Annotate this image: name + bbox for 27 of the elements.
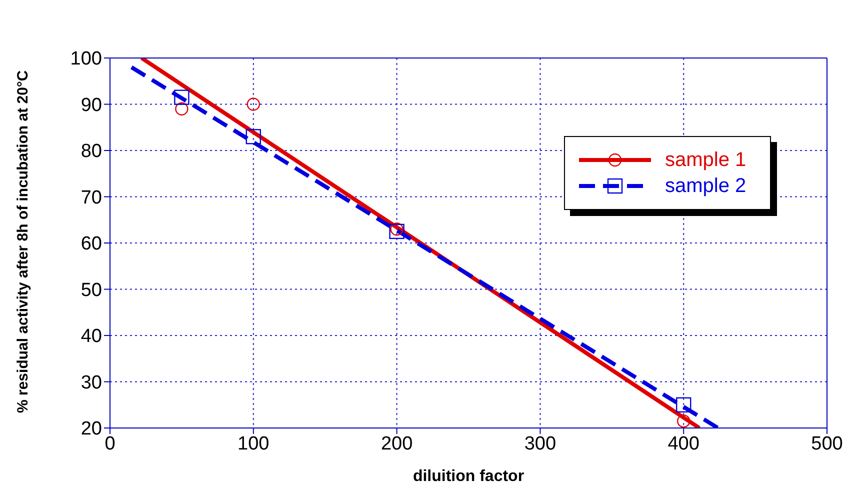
y-tick-label: 70 <box>80 187 102 208</box>
legend-label: sample 1 <box>665 148 746 172</box>
point <box>175 102 188 116</box>
legend-label: sample 2 <box>665 174 746 198</box>
x-tick-label: 500 <box>811 433 843 454</box>
y-tick-label: 80 <box>80 141 102 162</box>
point <box>676 397 692 412</box>
x-tick-label: 200 <box>380 433 413 454</box>
y-axis-title: % residual activity after 8h of incubation at 20°C <box>14 70 32 413</box>
y-tick-label: 100 <box>70 48 102 70</box>
y-tick-label: 50 <box>80 280 102 301</box>
x-axis-title: diluition factor <box>412 468 524 485</box>
x-tick-label: 100 <box>238 433 270 454</box>
y-tick-label: 30 <box>80 372 102 394</box>
point <box>677 414 690 428</box>
y-tick-label: 90 <box>80 94 102 116</box>
x-tick-label: 300 <box>524 433 556 454</box>
y-tick-label: 60 <box>80 234 102 255</box>
point <box>174 90 190 105</box>
point <box>389 224 404 240</box>
point <box>390 222 404 236</box>
x-tick-label: 400 <box>668 433 700 454</box>
point <box>246 129 261 144</box>
x-tick-label: 0 <box>104 433 116 454</box>
y-tick-label: 40 <box>80 326 102 348</box>
y-tick-label: 20 <box>80 418 102 440</box>
point <box>246 98 260 111</box>
